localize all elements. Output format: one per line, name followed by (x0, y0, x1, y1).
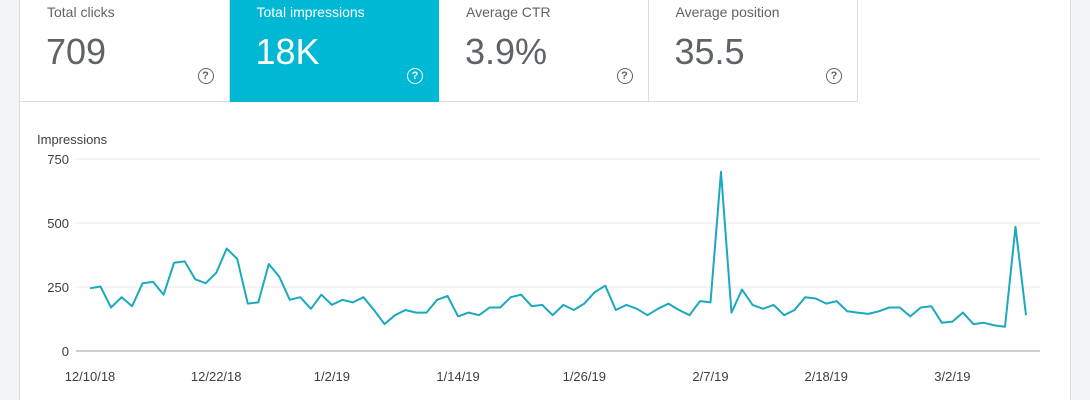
help-icon[interactable]: ? (197, 68, 214, 84)
x-axis-ticks: 12/10/18 12/22/18 1/2/19 1/14/19 1/26/19 2/7/… (65, 369, 971, 384)
metric-value: 35.5 (674, 31, 745, 72)
x-tick-label: 12/10/18 (65, 369, 116, 384)
x-tick-label: 2/7/19 (692, 369, 728, 384)
metric-label: Total impressions (256, 4, 365, 20)
series-layer (89, 170, 1027, 328)
metric-value: 709 (46, 31, 107, 72)
y-tick-label: 500 (47, 216, 69, 231)
x-tick-label: 1/2/19 (314, 369, 350, 384)
help-icon[interactable]: ? (616, 68, 633, 84)
grid-lines (76, 158, 1040, 352)
x-tick-label: 1/26/19 (563, 369, 606, 384)
x-tick-label: 3/2/19 (934, 369, 970, 384)
metric-total-impressions[interactable]: Total impressions 18K ? (229, 0, 439, 102)
y-axis-title: Impressions (37, 132, 108, 147)
metric-tabs: Total clicks 709 ? Total impressions 18K… (20, 0, 858, 102)
metric-total-clicks[interactable]: Total clicks 709 ? (20, 0, 230, 102)
help-icon[interactable]: ? (407, 68, 423, 84)
metric-label: Total clicks (47, 4, 115, 20)
metric-average-ctr[interactable]: Average CTR 3.9% ? (439, 0, 649, 102)
y-tick-label: 750 (47, 152, 69, 167)
x-tick-label: 12/22/18 (191, 369, 242, 384)
metric-average-position[interactable]: Average position 35.5 ? (648, 0, 858, 102)
x-tick-label: 1/14/19 (436, 369, 479, 384)
metric-label: Average position (675, 4, 780, 20)
performance-card: Total clicks 709 ? Total impressions 18K… (19, 0, 1071, 400)
metric-label: Average CTR (466, 4, 551, 20)
metric-value: 3.9% (465, 31, 548, 72)
y-tick-label: 0 (62, 344, 69, 359)
y-tick-label: 250 (47, 280, 69, 295)
x-tick-label: 2/18/19 (804, 369, 847, 384)
y-axis-ticks: 0 250 500 750 (47, 152, 69, 359)
impressions-series-line (89, 170, 1027, 328)
help-icon[interactable]: ? (826, 68, 842, 84)
metric-value: 18K (255, 31, 320, 72)
